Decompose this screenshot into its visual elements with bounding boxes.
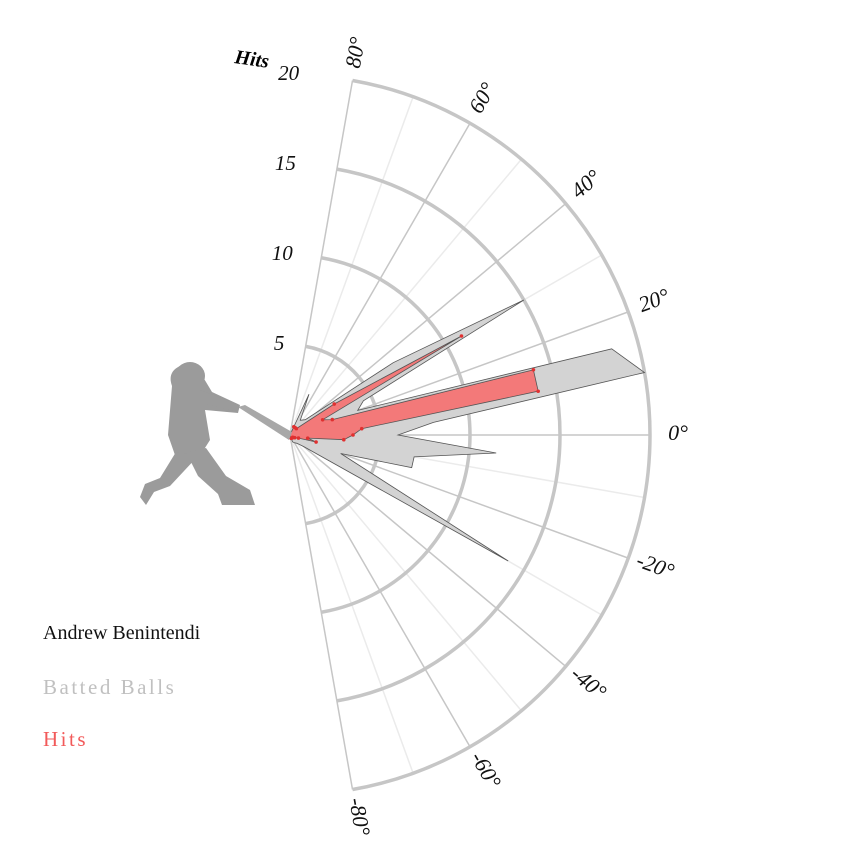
hits-point [289, 436, 294, 441]
hits-point [359, 426, 364, 431]
radial-tick-label: 5 [274, 331, 285, 355]
hits-point [320, 417, 325, 422]
angle-tick-label: 60° [463, 78, 500, 117]
legend-hits: Hits [43, 727, 89, 751]
angle-tick-label: -40° [566, 661, 611, 705]
hits-point [296, 436, 301, 440]
legend-player-name: Andrew Benintendi [43, 622, 201, 644]
radial-axis-title: Hits [232, 46, 270, 73]
series-layer [289, 299, 646, 562]
angle-tick-label: -60° [466, 747, 507, 793]
hits-point [351, 433, 355, 437]
hits-point [459, 334, 464, 338]
radial-tick-label: 15 [275, 151, 296, 175]
hits-point [531, 367, 536, 372]
angle-tick-label: -80° [344, 796, 375, 838]
grid-arc [336, 167, 562, 703]
hits-point [332, 402, 337, 406]
radial-tick-label: 20 [278, 61, 300, 85]
label-layer: 80° 60° 40° 20° 0° -20° -40° -60° -80° 5 10 15 20 [272, 35, 688, 838]
batted-balls-area [289, 299, 646, 562]
hits-point [305, 436, 310, 440]
grid-spoke [289, 80, 354, 436]
angle-tick-label: 80° [340, 35, 370, 70]
hits-point [314, 440, 318, 444]
grid-arc [352, 78, 652, 792]
angle-tick-label: 40° [566, 164, 606, 203]
hits-point [330, 417, 335, 422]
radial-tick-label: 10 [272, 241, 294, 265]
hits-point [294, 426, 299, 431]
hits-point [341, 437, 346, 442]
angle-tick-label: 20° [635, 283, 673, 317]
hits-point [536, 389, 540, 394]
batter-silhouette-icon [140, 362, 292, 505]
grid-arc [320, 256, 472, 614]
angle-tick-label: 0° [668, 420, 688, 445]
angle-tick-label: -20° [633, 547, 678, 584]
grid-spoke [289, 434, 354, 790]
legend-batted-balls: Batted Balls [43, 675, 177, 699]
